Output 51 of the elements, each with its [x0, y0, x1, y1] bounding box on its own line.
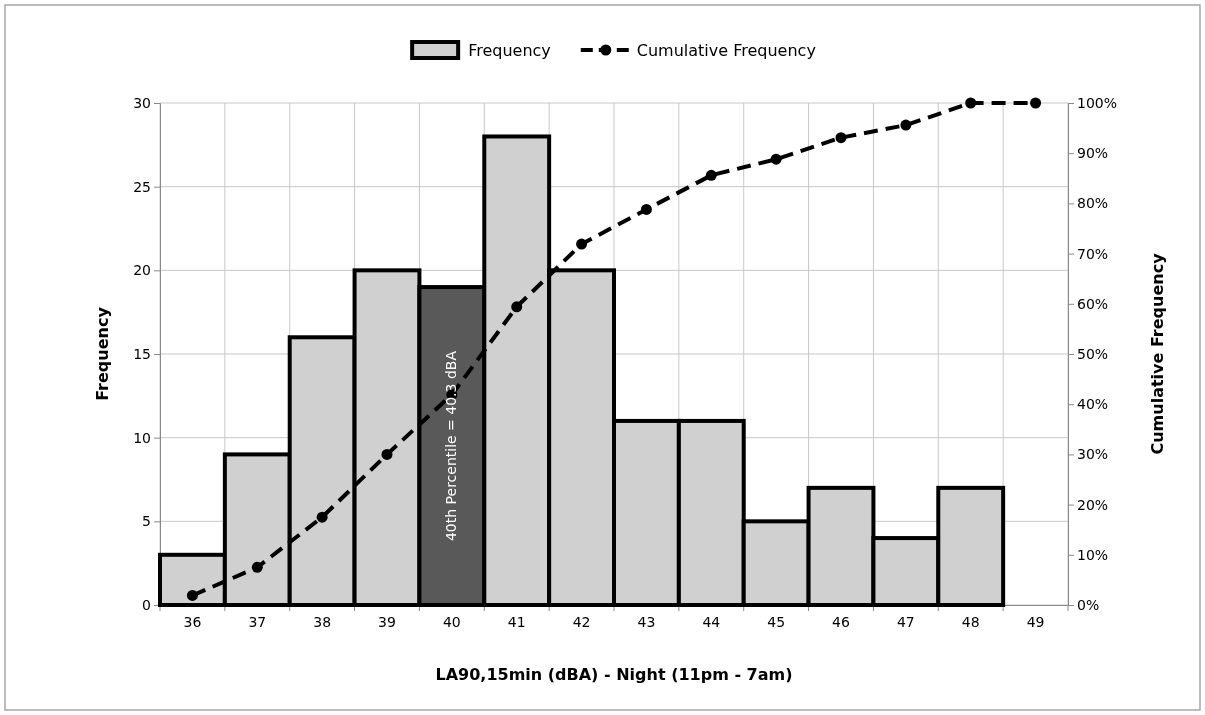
- point: [381, 448, 393, 460]
- y2-tick-label: 80%: [1077, 195, 1109, 212]
- x-tick-label: 40: [442, 613, 461, 630]
- x-tick-label: 41: [507, 613, 526, 630]
- y-tick-label: 25: [133, 178, 151, 195]
- x-tick-label: 49: [1026, 613, 1045, 630]
- x-tick-label: 39: [378, 613, 396, 630]
- point: [316, 511, 328, 523]
- y-tick-label: 15: [133, 345, 151, 362]
- y2-tick-label: 50%: [1077, 345, 1109, 362]
- y2-tick-label: 20%: [1077, 496, 1109, 513]
- y2-tick-label: 90%: [1077, 145, 1109, 162]
- point: [511, 301, 523, 313]
- annotation: 40th Percentile = 40.3 dBA: [442, 350, 459, 542]
- x-tick-label: 43: [637, 613, 656, 630]
- legend-label: Frequency: [468, 41, 551, 60]
- point: [900, 119, 912, 131]
- x-tick-label: 46: [832, 613, 850, 630]
- y2-axis-title: Cumulative Frequency: [1148, 252, 1167, 455]
- point: [186, 589, 198, 601]
- point: [576, 238, 588, 250]
- y2-tick-label: 10%: [1077, 546, 1109, 563]
- x-tick-label: 47: [896, 613, 915, 630]
- point: [770, 153, 782, 165]
- y2-tick-label: 70%: [1077, 245, 1109, 262]
- point: [965, 97, 977, 109]
- y2-tick-label: 100%: [1077, 94, 1118, 111]
- y-tick-label: 0: [142, 596, 151, 613]
- y2-tick-label: 60%: [1077, 295, 1109, 312]
- y-tick-label: 10: [133, 429, 151, 446]
- y-tick-label: 5: [142, 513, 151, 530]
- legend-label: Cumulative Frequency: [636, 41, 816, 60]
- y-tick-label: 30: [133, 94, 151, 111]
- point: [251, 561, 263, 573]
- point: [640, 203, 652, 215]
- x-tick-label: 42: [572, 613, 591, 630]
- y-axis-title: Frequency: [93, 306, 112, 401]
- x-tick-label: 38: [313, 613, 332, 630]
- x-tick-label: 44: [702, 613, 721, 630]
- x-tick-label: 48: [961, 613, 980, 630]
- x-axis-title: LA90,15min (dBA) - Night (11pm - 7am): [435, 665, 793, 684]
- y2-tick-label: 30%: [1077, 446, 1109, 463]
- point: [705, 169, 717, 181]
- y2-tick-label: 0%: [1077, 596, 1100, 613]
- y-tick-label: 20: [133, 262, 151, 279]
- x-tick-label: 37: [248, 613, 267, 630]
- point: [835, 132, 847, 144]
- y2-tick-label: 40%: [1077, 396, 1109, 413]
- x-tick-label: 45: [767, 613, 786, 630]
- point: [1030, 97, 1042, 109]
- x-tick-label: 36: [183, 613, 202, 630]
